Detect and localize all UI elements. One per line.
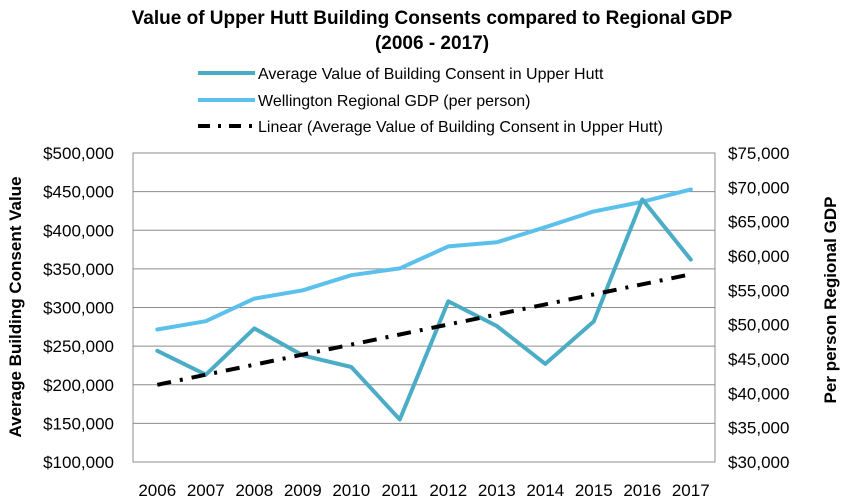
chart-subtitle: (2006 - 2017) bbox=[375, 33, 489, 54]
right-tick-label: $75,000 bbox=[728, 144, 789, 163]
gridlines bbox=[133, 191, 715, 424]
x-tick-label: 2008 bbox=[235, 481, 273, 500]
legend-label-0: Average Value of Building Consent in Upp… bbox=[258, 66, 604, 83]
right-tick-label: $70,000 bbox=[728, 178, 789, 197]
series-line-2 bbox=[156, 272, 692, 387]
left-tick-label: $450,000 bbox=[43, 183, 114, 202]
series-line-1 bbox=[155, 187, 693, 332]
plot-frame bbox=[132, 152, 716, 463]
left-tick-label: $500,000 bbox=[43, 144, 114, 163]
x-tick-label: 2007 bbox=[187, 481, 225, 500]
left-tick-label: $350,000 bbox=[43, 260, 114, 279]
legend: Average Value of Building Consent in Upp… bbox=[198, 66, 663, 136]
x-tick-label: 2017 bbox=[672, 481, 710, 500]
series-layer bbox=[155, 187, 693, 422]
x-tick-label: 2013 bbox=[478, 481, 516, 500]
right-axis-title: Per person Regional GDP bbox=[821, 197, 840, 404]
left-tick-label: $300,000 bbox=[43, 299, 114, 318]
right-tick-label: $40,000 bbox=[728, 384, 789, 403]
x-tick-label: 2006 bbox=[138, 481, 176, 500]
right-tick-label: $35,000 bbox=[728, 419, 789, 438]
x-tick-label: 2009 bbox=[284, 481, 322, 500]
x-tick-label: 2012 bbox=[429, 481, 467, 500]
right-tick-label: $45,000 bbox=[728, 350, 789, 369]
x-tick-label: 2011 bbox=[381, 481, 418, 500]
right-tick-label: $30,000 bbox=[728, 453, 789, 472]
x-tick-label: 2016 bbox=[623, 481, 661, 500]
x-tick-label: 2014 bbox=[526, 481, 564, 500]
right-axis-ticks: $30,000 $35,000 $40,000 $45,000 $50,000 $55,0… bbox=[728, 144, 789, 472]
right-tick-label: $55,000 bbox=[728, 281, 789, 300]
x-tick-label: 2010 bbox=[332, 481, 370, 500]
left-tick-label: $100,000 bbox=[43, 453, 114, 472]
legend-label-1: Wellington Regional GDP (per person) bbox=[258, 93, 530, 110]
left-tick-label: $250,000 bbox=[43, 337, 114, 356]
x-axis-ticks: 2006 2007 2008 2009 2010 2011 2012 2013 2014 2015… bbox=[138, 481, 709, 500]
left-tick-label: $400,000 bbox=[43, 221, 114, 240]
left-tick-label: $150,000 bbox=[43, 414, 114, 433]
series-line-0 bbox=[155, 197, 693, 422]
left-axis-ticks: $100,000 $150,000 $200,000 $250,000 $300,000… bbox=[43, 144, 114, 472]
chart-title: Value of Upper Hutt Building Consents co… bbox=[132, 8, 733, 29]
right-tick-label: $50,000 bbox=[728, 316, 789, 335]
left-axis-title: Average Building Consent Value bbox=[6, 176, 25, 437]
right-tick-label: $60,000 bbox=[728, 247, 789, 266]
left-tick-label: $200,000 bbox=[43, 376, 114, 395]
legend-label-2: Linear (Average Value of Building Consen… bbox=[258, 119, 663, 136]
x-tick-label: 2015 bbox=[575, 481, 613, 500]
right-tick-label: $65,000 bbox=[728, 213, 789, 232]
